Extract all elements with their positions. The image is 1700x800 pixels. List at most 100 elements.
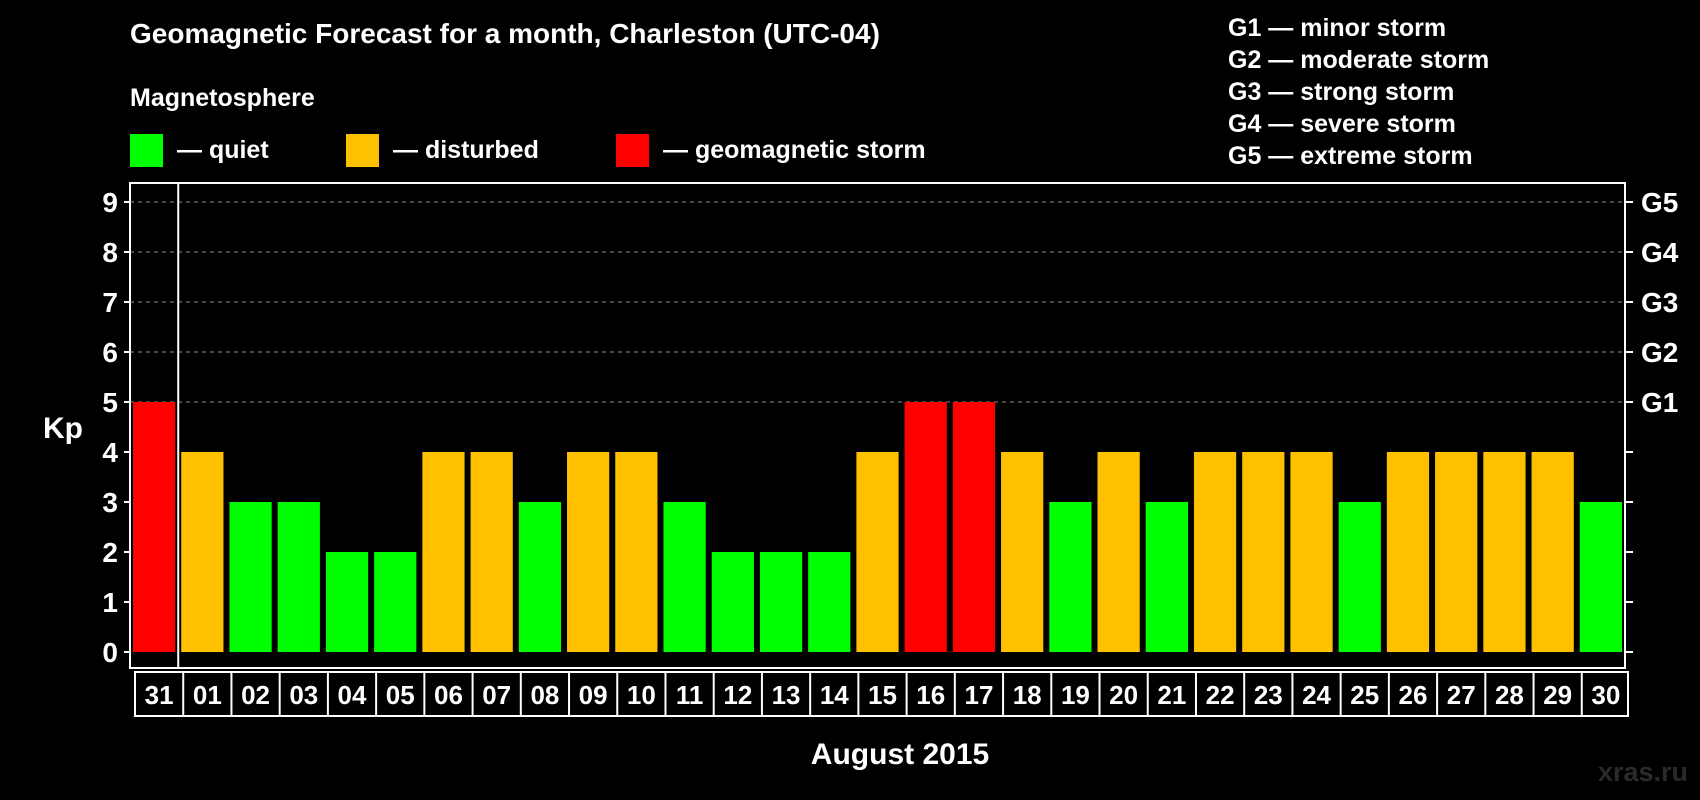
y-tick-label: 0 xyxy=(102,637,118,668)
bar-26 xyxy=(1386,452,1430,652)
x-tick-label: 29 xyxy=(1543,680,1572,710)
x-tick-label: 20 xyxy=(1109,680,1138,710)
y-tick-label: 6 xyxy=(102,337,118,368)
x-tick-label: 21 xyxy=(1157,680,1186,710)
bar-10 xyxy=(615,452,658,652)
bar-31 xyxy=(133,402,176,652)
bar-06 xyxy=(422,452,465,652)
plot-frame xyxy=(129,182,1626,669)
right-tick-label: G3 xyxy=(1641,287,1678,318)
legend-item-storm: — geomagnetic storm xyxy=(616,134,926,167)
legend-item-disturbed: — disturbed xyxy=(346,134,539,167)
bar-13 xyxy=(759,552,803,652)
legend: — quiet — disturbed — geomagnetic storm xyxy=(0,134,1700,170)
bar-18 xyxy=(1001,452,1044,652)
bar-02 xyxy=(229,502,272,652)
bar-12 xyxy=(711,552,754,652)
x-tick-label: 02 xyxy=(241,680,270,710)
legend-label-storm: — geomagnetic storm xyxy=(663,136,926,164)
x-tick-label: 31 xyxy=(145,680,174,710)
x-tick-label: 16 xyxy=(916,680,945,710)
bar-04 xyxy=(325,552,369,652)
bar-17 xyxy=(952,402,996,652)
y-tick-label: 2 xyxy=(102,537,118,568)
bar-19 xyxy=(1049,502,1092,652)
x-tick-label: 09 xyxy=(579,680,608,710)
g-scale-item: G2 — moderate storm xyxy=(1228,46,1490,74)
bar-21 xyxy=(1145,502,1188,652)
legend-label-disturbed: — disturbed xyxy=(393,136,539,164)
bar-22 xyxy=(1193,452,1237,652)
x-tick-label: 08 xyxy=(530,680,559,710)
legend-swatch-quiet xyxy=(130,134,163,167)
x-tick-label: 28 xyxy=(1495,680,1524,710)
x-tick-label: 07 xyxy=(482,680,511,710)
right-tick-label: G1 xyxy=(1641,387,1678,418)
y-tick-label: 9 xyxy=(102,187,118,218)
bar-15 xyxy=(856,452,899,652)
x-tick-label: 27 xyxy=(1447,680,1476,710)
g-scale-legend: G1 — minor storm G2 — moderate storm G3 … xyxy=(1228,12,1489,172)
x-tick-label: 01 xyxy=(193,680,222,710)
legend-item-quiet: — quiet xyxy=(130,134,269,167)
g-scale-item: G1 — minor storm xyxy=(1228,14,1447,42)
y-tick-label: 8 xyxy=(102,237,118,268)
bar-23 xyxy=(1242,452,1285,652)
x-tick-label: 11 xyxy=(676,680,704,710)
bar-08 xyxy=(518,502,562,652)
x-tick-label: 05 xyxy=(386,680,415,710)
right-tick-label: G2 xyxy=(1641,337,1678,368)
bar-20 xyxy=(1097,452,1140,652)
x-axis-label: August 2015 xyxy=(811,738,989,771)
bar-28 xyxy=(1483,452,1526,652)
y-axis-label: Kp xyxy=(43,412,83,445)
right-tick-label: G5 xyxy=(1641,187,1678,218)
legend-label-quiet: — quiet xyxy=(177,136,269,164)
x-tick-label: 12 xyxy=(723,680,752,710)
bar-30 xyxy=(1579,502,1622,652)
x-tick-label: 23 xyxy=(1254,680,1283,710)
x-tick-label: 04 xyxy=(338,680,367,710)
legend-subtitle: Magnetosphere xyxy=(130,84,315,112)
g-scale-item: G3 — strong storm xyxy=(1228,78,1455,106)
x-tick-label: 10 xyxy=(627,680,656,710)
y-tick-label: 3 xyxy=(102,487,118,518)
bar-01 xyxy=(181,452,224,652)
page-title: Geomagnetic Forecast for a month, Charle… xyxy=(130,18,880,49)
bar-14 xyxy=(808,552,851,652)
x-tick-label: 13 xyxy=(772,680,801,710)
x-tick-label: 06 xyxy=(434,680,463,710)
bar-16 xyxy=(904,402,947,652)
bar-05 xyxy=(374,552,417,652)
bar-29 xyxy=(1531,452,1574,652)
x-tick-label: 15 xyxy=(868,680,897,710)
legend-swatch-storm xyxy=(616,134,649,167)
category-box-frame xyxy=(134,671,1629,717)
x-tick-label: 30 xyxy=(1591,680,1620,710)
bar-09 xyxy=(567,452,610,652)
bar-24 xyxy=(1290,452,1333,652)
x-tick-label: 19 xyxy=(1061,680,1090,710)
y-tick-label: 1 xyxy=(102,587,118,618)
bar-25 xyxy=(1338,502,1381,652)
x-tick-label: 26 xyxy=(1399,680,1428,710)
right-tick-label: G4 xyxy=(1641,237,1679,268)
bar-03 xyxy=(277,502,320,652)
x-tick-label: 17 xyxy=(964,680,993,710)
y-tick-label: 4 xyxy=(102,437,118,468)
g-scale-item: G4 — severe storm xyxy=(1228,110,1456,138)
bar-07 xyxy=(470,452,513,652)
bar-11 xyxy=(663,502,706,652)
g-scale-item: G5 — extreme storm xyxy=(1228,142,1473,170)
x-tick-label: 18 xyxy=(1013,680,1042,710)
watermark: xras.ru xyxy=(1597,757,1688,787)
bar-27 xyxy=(1435,452,1478,652)
x-tick-label: 03 xyxy=(289,680,318,710)
x-tick-label: 24 xyxy=(1302,680,1331,710)
y-tick-label: 5 xyxy=(102,387,118,418)
x-tick-label: 22 xyxy=(1206,680,1235,710)
x-tick-label: 25 xyxy=(1350,680,1379,710)
x-tick-label: 14 xyxy=(820,680,849,710)
y-tick-label: 7 xyxy=(102,287,118,318)
